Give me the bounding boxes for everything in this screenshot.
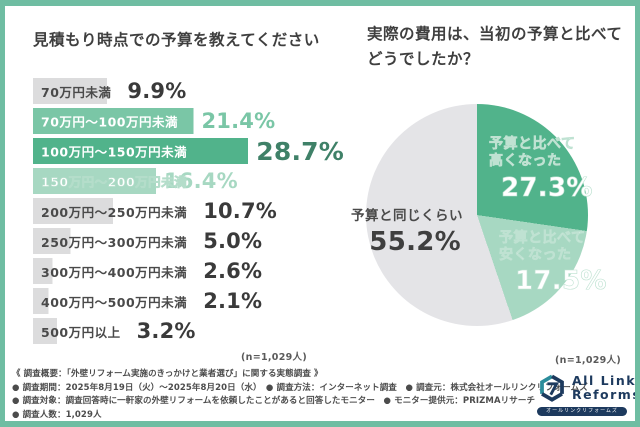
pie-slice-label-line: 安くなった — [499, 247, 572, 264]
logo-wordmark-line2: Reforms — [572, 387, 635, 402]
pie-chart-sample-size: (n=1,029人) — [555, 355, 621, 366]
bar: 300万円〜400万円未満 — [33, 258, 196, 284]
survey-overview-line: ● 調査人数：1,029人 — [12, 409, 102, 420]
pie-chart-title: 実際の費用は、当初の予算と比べて どうでしたか？ — [367, 22, 622, 72]
pie-slice-label-lower: 予算と比べて 安くなった 17.5% — [499, 230, 607, 297]
bar-label: 70万円未満 — [41, 84, 112, 100]
survey-overview-line: ● 調査対象：調査回答時に一軒家の外壁リフォームを依頼したことがあると回答したモ… — [12, 396, 536, 407]
bar-row: 400万円〜500万円未満 2.1% — [33, 288, 333, 314]
bar-label: 400万円〜500万円未満 — [41, 294, 188, 310]
bar-percentage: 21.4% — [201, 109, 276, 133]
bar-percentage: 16.4% — [164, 169, 238, 193]
bar: 150万円〜200万円未満 — [33, 168, 187, 194]
survey-overview-line: ● 調査期間：2025年8月19日（火）〜2025年8月20日（水） ● 調査方… — [12, 382, 588, 393]
pie-slice-label-line: 予算と比べて — [499, 230, 586, 247]
bar: 70万円未満 — [33, 78, 120, 104]
pie-chart-title-line2: どうでしたか？ — [367, 50, 480, 68]
logo-wordmark-line1: All Link — [572, 373, 635, 388]
bar-row: 300万円〜400万円未満 2.6% — [33, 258, 333, 284]
bar-row: 70万円未満 9.9% — [33, 78, 333, 104]
bar-percentage: 9.9% — [127, 79, 187, 103]
bar-label: 150万円〜200万円未満 — [41, 174, 188, 190]
survey-overview: 《 調査概要：「外壁リフォーム実施のきっかけと業者選び」に関する実態調査 》 ●… — [12, 368, 588, 421]
bar: 100万円〜150万円未満 — [33, 138, 249, 164]
bar-label: 100万円〜150万円未満 — [41, 144, 188, 160]
bar-label: 250万円〜300万円未満 — [41, 234, 188, 250]
pie-slice-percentage: 27.3% — [501, 173, 593, 204]
bar-percentage: 10.7% — [203, 199, 278, 223]
bar-row: 250万円〜300万円未満 5.0% — [33, 228, 333, 254]
bar-percentage: 5.0% — [203, 229, 263, 253]
pie-slice-percentage: 55.2% — [369, 227, 461, 257]
bar: 400万円〜500万円未満 — [33, 288, 196, 314]
bar-row: 70万円〜100万円未満 21.4% — [33, 108, 333, 134]
company-logo: All Link Reforms オールリンクリフォームズ — [537, 372, 635, 416]
pie-slice-label-same: 予算と同じくらい 55.2% — [351, 208, 463, 257]
bar-label: 300万円〜400万円未満 — [41, 264, 188, 280]
all-link-reforms-logo-icon — [540, 374, 564, 402]
bar-label: 200万円〜250万円未満 — [41, 204, 188, 220]
pie-slice-label-higher: 予算と比べて 高くなった 27.3% — [489, 136, 593, 204]
pie-slice-percentage: 17.5% — [515, 266, 607, 297]
content-panel: 見積もり時点での予算を教えてください 70万円未満 9.9% 70万円〜100万… — [5, 6, 635, 421]
pie-slice-label-line: 高くなった — [489, 153, 562, 170]
pie-slice-label-line: 予算と同じくらい — [351, 208, 463, 224]
pie-chart — [366, 104, 588, 326]
bar: 250万円〜300万円未満 — [33, 228, 196, 254]
logo-subtitle-banner: オールリンクリフォームズ — [537, 407, 627, 416]
bar: 200万円〜250万円未満 — [33, 198, 196, 224]
pie-slice-label-line: 予算と比べて — [489, 136, 576, 153]
bar-chart: 70万円未満 9.9% 70万円〜100万円未満 21.4% 100万円〜150… — [33, 78, 344, 348]
bar-label: 70万円〜100万円未満 — [41, 114, 178, 130]
bar-row: 500万円以上 3.2% — [33, 318, 333, 344]
bar: 70万円〜100万円未満 — [33, 108, 194, 134]
bar-row: 150万円〜200万円未満 16.4% — [33, 168, 333, 194]
bar-percentage: 28.7% — [256, 136, 344, 166]
bar-chart-title: 見積もり時点での予算を教えてください — [33, 31, 320, 49]
bar: 500万円以上 — [33, 318, 129, 344]
bar-percentage: 3.2% — [136, 319, 196, 343]
bar-percentage: 2.6% — [203, 259, 263, 283]
logo-wordmark: All Link Reforms — [572, 374, 635, 402]
bar-row: 100万円〜150万円未満 28.7% — [33, 137, 344, 166]
pie-chart-title-line1: 実際の費用は、当初の予算と比べて — [367, 25, 623, 43]
bar-label: 500万円以上 — [41, 324, 121, 340]
survey-overview-line: 《 調査概要：「外壁リフォーム実施のきっかけと業者選び」に関する実態調査 》 — [12, 369, 323, 379]
bar-row: 200万円〜250万円未満 10.7% — [33, 198, 333, 224]
bar-chart-sample-size: (n=1,029人) — [241, 352, 307, 363]
bar-percentage: 2.1% — [203, 289, 263, 313]
